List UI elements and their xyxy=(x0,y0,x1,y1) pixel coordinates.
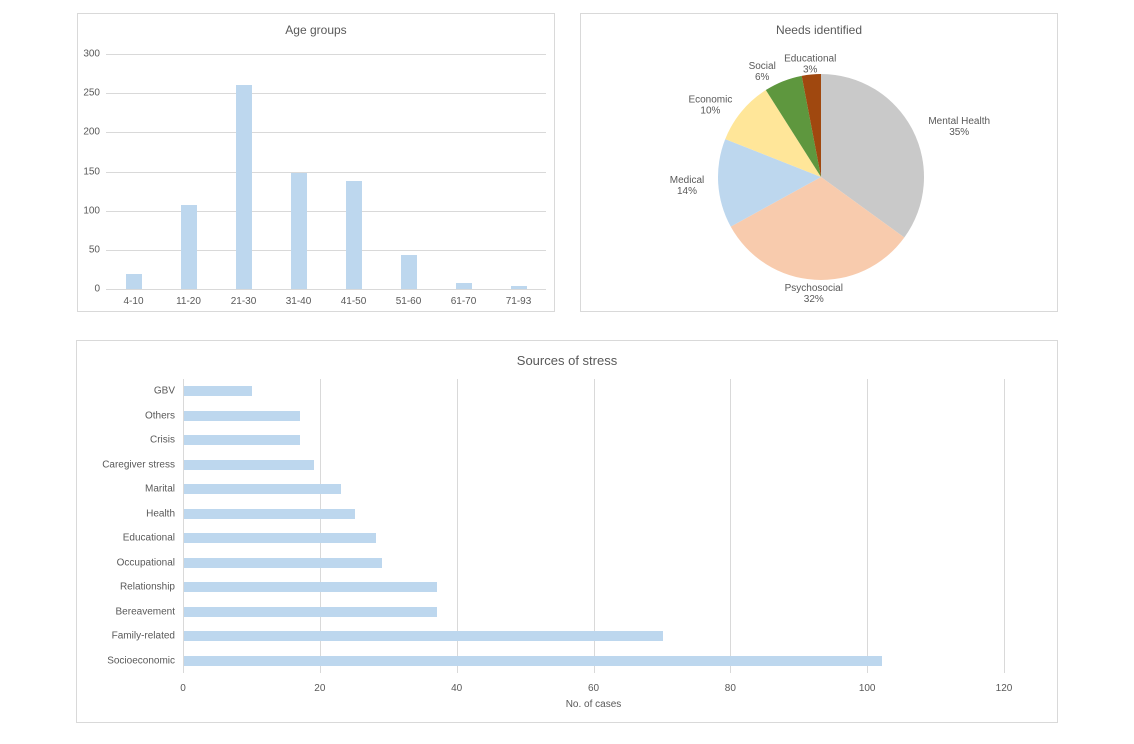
y-gridline xyxy=(106,132,546,134)
bar xyxy=(184,386,253,397)
x-gridline xyxy=(456,379,458,673)
category-label: 21-30 xyxy=(230,296,257,307)
x-tick-label: 120 xyxy=(995,683,1013,694)
pie-slice-label: Educational 3% xyxy=(784,54,836,76)
x-gridline xyxy=(593,379,595,673)
category-label: 71-93 xyxy=(505,296,532,307)
category-label: 11-20 xyxy=(176,296,201,307)
bar xyxy=(184,484,342,495)
category-label: Others xyxy=(144,410,175,422)
bar xyxy=(510,285,527,289)
x-gridline xyxy=(867,379,869,673)
pie-slice xyxy=(765,75,821,177)
y-tick-label: 300 xyxy=(83,48,100,60)
category-label: 4-10 xyxy=(123,296,144,307)
x-gridline xyxy=(319,379,321,673)
x-gridline xyxy=(1004,379,1005,673)
sources-of-stress-plot-area: 0 20 40 60 80 100 120 GBV Others Crisis Caregiver … xyxy=(77,341,1057,722)
pie-slice-label: Social 6% xyxy=(749,61,776,83)
category-label: Health xyxy=(146,508,175,520)
bar xyxy=(455,282,472,289)
y-tick-label: 250 xyxy=(83,87,100,99)
age-groups-chart-title: Age groups xyxy=(285,23,347,37)
bar xyxy=(290,173,307,289)
bar xyxy=(184,533,376,544)
x-tick-label: 60 xyxy=(587,683,600,694)
x-tick-label: 100 xyxy=(858,683,876,694)
y-tick-label: 100 xyxy=(83,205,100,217)
sources-of-stress-chart-title: Sources of stress xyxy=(516,353,618,368)
bar xyxy=(184,582,438,593)
bar xyxy=(184,631,663,642)
needs-identified-chart-panel: Needs identified Mental Health 35% Psychos… xyxy=(580,13,1058,312)
pie-slice-label: Medical 14% xyxy=(670,175,704,197)
needs-identified-chart-title: Needs identified xyxy=(775,23,863,37)
bar xyxy=(125,274,142,289)
bar xyxy=(180,205,197,289)
pie-slice-label: Psychosocial 32% xyxy=(785,283,843,305)
pie-slice-label: Mental Health 35% xyxy=(928,116,990,138)
bar xyxy=(184,606,438,617)
y-tick-label: 150 xyxy=(83,166,100,177)
bar xyxy=(184,508,356,519)
y-gridline xyxy=(106,54,546,55)
y-gridline xyxy=(106,210,546,212)
y-gridline xyxy=(106,249,546,251)
pie-slice xyxy=(725,90,821,177)
category-label: Bereavement xyxy=(115,606,175,618)
y-gridline xyxy=(106,289,546,290)
needs-identified-pie: Mental Health 35% Psychosocial 32% Medical 14… xyxy=(670,54,990,305)
pie-slice xyxy=(801,74,821,177)
x-tick-label: 80 xyxy=(724,683,736,694)
x-tick-label: 0 xyxy=(180,683,186,694)
x-tick-label: 40 xyxy=(451,683,463,694)
category-label: 31-40 xyxy=(285,296,312,307)
x-axis-title: No. of cases xyxy=(565,699,622,710)
category-label: GBV xyxy=(153,385,175,397)
x-gridline xyxy=(730,379,732,673)
bar xyxy=(400,255,417,289)
y-tick-label: 0 xyxy=(94,283,100,295)
category-label: Socioeconomic xyxy=(107,655,175,667)
x-tick-label: 20 xyxy=(314,683,326,694)
sources-of-stress-chart-panel: Sources of stress 0 20 40 60 80 100 120 GBV Othe… xyxy=(76,340,1058,723)
category-label: Relationship xyxy=(119,581,175,593)
bar xyxy=(184,655,882,666)
pie-slice xyxy=(730,177,905,280)
x-gridline xyxy=(183,379,184,673)
category-label: Educational xyxy=(122,532,175,544)
bar xyxy=(184,435,301,446)
bar xyxy=(184,459,314,470)
category-label: Occupational xyxy=(116,557,175,569)
bar xyxy=(184,557,383,568)
pie-slice xyxy=(717,139,821,227)
y-gridline xyxy=(106,93,546,95)
category-label: Crisis xyxy=(150,434,175,446)
pie-slice xyxy=(821,74,924,238)
category-label: 61-70 xyxy=(450,296,477,307)
category-label: 51-60 xyxy=(395,296,422,307)
bar xyxy=(345,180,362,289)
y-tick-label: 200 xyxy=(83,126,100,138)
age-groups-chart-panel: Age groups 0 50 100 150 200 250 300 4-10 11-20 21… xyxy=(77,13,555,312)
bar xyxy=(235,85,252,289)
age-groups-plot-area: 0 50 100 150 200 250 300 4-10 11-20 21-30 31-40 41-… xyxy=(78,14,554,311)
category-label: 41-50 xyxy=(340,296,367,307)
y-gridline xyxy=(106,171,546,173)
pie-slice-label: Economic 10% xyxy=(688,95,732,117)
category-label: Caregiver stress xyxy=(102,459,175,471)
bar xyxy=(184,410,301,421)
category-label: Family-related xyxy=(111,630,175,642)
category-label: Marital xyxy=(144,483,175,495)
y-tick-label: 50 xyxy=(88,244,100,256)
